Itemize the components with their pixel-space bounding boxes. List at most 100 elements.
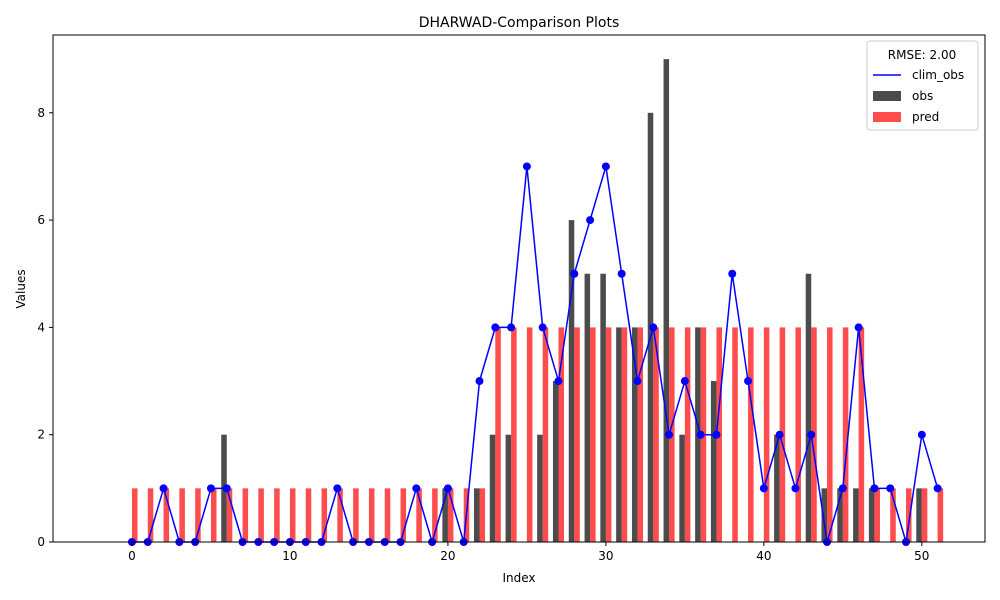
obs-bar-26 (537, 434, 543, 542)
pred-bar-2 (163, 488, 170, 542)
x-tick-label-10: 10 (282, 549, 297, 563)
x-tick-label-30: 30 (598, 549, 613, 563)
obs-bar-23 (489, 434, 496, 542)
pred-bar-24 (511, 327, 517, 542)
legend-label-obs: obs (912, 89, 933, 103)
legend-swatch-pred (873, 112, 901, 122)
pred-bar-48 (890, 488, 896, 542)
pred-bar-10 (289, 488, 296, 542)
pred-bar-45 (842, 327, 849, 542)
x-tick-label-20: 20 (440, 549, 455, 563)
clim-obs-point-39 (744, 377, 753, 386)
obs-bar-34 (663, 59, 670, 543)
obs-bar-37 (710, 381, 717, 542)
clim-obs-point-46 (854, 323, 863, 332)
legend-label-clim-obs: clim_obs (912, 68, 964, 82)
pred-bar-13 (337, 488, 343, 542)
chart-title: DHARWAD-Comparison Plots (419, 15, 619, 31)
legend-swatch-obs (873, 91, 901, 101)
y-tick-label-8: 8 (37, 106, 45, 120)
pred-bar-44 (827, 327, 833, 542)
obs-bar-24 (505, 434, 512, 542)
obs-bar-31 (616, 327, 622, 542)
clim-obs-point-38 (728, 269, 737, 278)
pred-bar-29 (590, 327, 596, 542)
pred-bar-17 (400, 488, 407, 542)
pred-bar-3 (179, 488, 185, 542)
obs-bar-43 (805, 273, 812, 542)
plot-area (127, 59, 944, 546)
legend: RMSE: 2.00 clim_obs obs pred (866, 40, 979, 131)
clim-obs-point-34 (665, 430, 674, 439)
pred-bar-6 (226, 488, 233, 542)
pred-bar-40 (763, 327, 770, 542)
pred-bar-46 (858, 327, 865, 542)
clim-obs-point-41 (775, 430, 784, 439)
obs-bar-32 (631, 327, 638, 542)
obs-bar-35 (679, 434, 685, 542)
clim-obs-point-47 (870, 484, 879, 493)
x-axis-title: Index (502, 571, 535, 585)
pred-bar-25 (526, 327, 533, 542)
pred-bar-11 (305, 488, 312, 542)
clim-obs-point-37 (712, 430, 721, 439)
clim-obs-point-43 (807, 430, 816, 439)
y-axis: 0 2 4 6 8 (37, 106, 53, 549)
pred-bar-50 (921, 488, 928, 542)
pred-bar-26 (542, 327, 549, 542)
obs-bar-28 (568, 220, 575, 542)
clim-obs-point-24 (507, 323, 516, 332)
obs-bar-41 (774, 434, 780, 542)
clim-obs-point-48 (886, 484, 895, 493)
pred-bar-20 (447, 488, 454, 542)
pred-bar-30 (605, 327, 612, 542)
x-tick-label-0: 0 (128, 549, 136, 563)
pred-bar-51 (937, 488, 944, 542)
clim-obs-point-32 (633, 377, 642, 386)
x-tick-label-50: 50 (914, 549, 929, 563)
pred-bar-28 (574, 327, 580, 542)
obs-bar-47 (868, 488, 875, 542)
plot-frame (52, 34, 986, 543)
pred-bar-7 (242, 488, 249, 542)
pred-bar-33 (653, 327, 659, 542)
y-tick-label-6: 6 (37, 213, 45, 227)
clim-obs-point-20 (443, 484, 452, 493)
clim-obs-point-2 (159, 484, 168, 493)
x-tick-label-40: 40 (756, 549, 771, 563)
clim-obs-point-23 (491, 323, 500, 332)
clim-obs-point-36 (696, 430, 705, 439)
clim-obs-point-29 (586, 216, 595, 225)
pred-bar-39 (748, 327, 754, 542)
pred-bar-15 (368, 488, 375, 542)
clim-obs-point-18 (412, 484, 421, 493)
pred-bar-47 (874, 488, 880, 542)
obs-bar-50 (916, 488, 922, 542)
pred-bar-49 (906, 488, 912, 542)
obs-bar-22 (473, 488, 480, 542)
legend-box (866, 40, 979, 131)
y-axis-title: Values (14, 269, 28, 308)
clim-obs-point-25 (522, 162, 531, 171)
clim-obs-point-35 (680, 377, 689, 386)
legend-label-pred: pred (912, 110, 939, 124)
clim-obs-point-26 (538, 323, 547, 332)
pred-bar-18 (416, 488, 422, 542)
pred-bar-12 (321, 488, 328, 542)
pred-bar-23 (495, 327, 501, 542)
obs-bar-30 (600, 273, 606, 542)
pred-bar-14 (353, 488, 359, 542)
clim-obs-point-28 (570, 269, 579, 278)
pred-bar-27 (558, 327, 565, 542)
pred-bar-35 (684, 327, 691, 542)
obs-bar-27 (552, 381, 559, 542)
pred-bar-5 (210, 488, 217, 542)
legend-title: RMSE: 2.00 (888, 48, 956, 62)
pred-bar-32 (637, 327, 644, 542)
x-axis: 0 10 20 30 40 50 (128, 542, 929, 563)
pred-bar-9 (274, 488, 280, 542)
pred-bar-38 (732, 327, 738, 542)
clim-obs-point-42 (791, 484, 800, 493)
pred-bar-42 (795, 327, 801, 542)
